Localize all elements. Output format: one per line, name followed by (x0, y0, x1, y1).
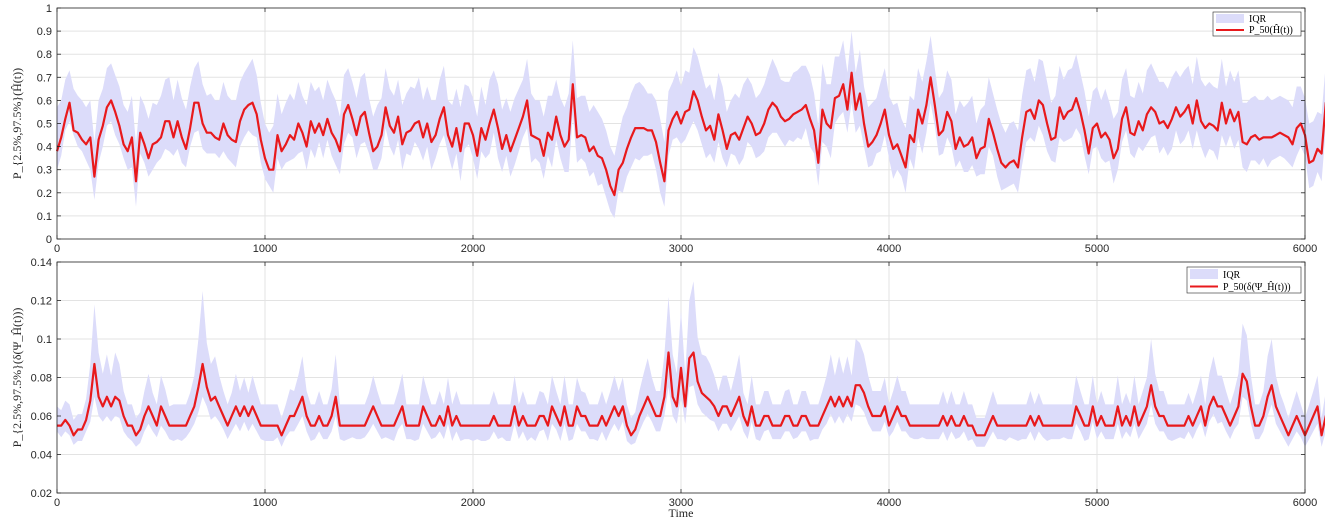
y-tick-label: 1 (46, 3, 52, 15)
x-tick-label: 2000 (461, 243, 485, 255)
y-tick-label: 0.06 (31, 411, 52, 423)
legend-label-iqr: IQR (1249, 14, 1267, 25)
y-tick-label: 0.7 (37, 72, 52, 84)
y-tick-label: 0.08 (31, 373, 52, 385)
y-tick-label: 0.3 (37, 165, 52, 177)
y-axis-label: P_{2.5%,97.5%}(δ(Ψ_Ĥ(t))) (10, 308, 24, 448)
x-tick-label: 4000 (877, 243, 901, 255)
y-tick-label: 0.2 (37, 188, 52, 200)
x-tick-label: 3000 (669, 497, 693, 509)
x-tick-label: 1000 (253, 497, 277, 509)
y-tick-label: 0.5 (37, 119, 52, 131)
y-tick-label: 0.14 (31, 257, 52, 269)
x-tick-label: 0 (54, 497, 60, 509)
median-line (57, 351, 1325, 437)
y-axis-label: P_{2.5%,97.5%}(Ĥ(t)) (10, 68, 24, 179)
x-tick-label: 6000 (1293, 497, 1317, 509)
x-tick-label: 2000 (461, 497, 485, 509)
iqr-band (57, 31, 1325, 219)
legend-label-median: P_50(Ĥ(t)) (1249, 24, 1293, 36)
x-tick-label: 6000 (1293, 243, 1317, 255)
chart-panel-2: 0 1000 2000 3000 4000 5000 6000 0.02 0.04 0.06 0.0… (10, 257, 1325, 519)
x-tick-label: 1000 (253, 243, 277, 255)
median-line (55, 71, 1325, 197)
y-tick-label: 0.02 (31, 488, 52, 500)
legend-label-iqr: IQR (1223, 270, 1241, 281)
y-tick-label: 0 (46, 234, 52, 246)
x-tick-label: 3000 (669, 243, 693, 255)
x-tick-label: 5000 (1085, 243, 1109, 255)
iqr-band (57, 281, 1325, 447)
y-tick-label: 0.4 (37, 142, 52, 154)
x-tick-label: 5000 (1085, 497, 1109, 509)
y-tick-label: 0.6 (37, 95, 52, 107)
y-tick-label: 0.04 (31, 450, 52, 462)
chart-panel-1: 0 1000 2000 3000 4000 5000 6000 0 0.1 0.2 0.3 0.4 0.… (10, 3, 1325, 255)
x-axis-label: Time (669, 506, 694, 519)
y-tick-label: 0.8 (37, 49, 52, 61)
y-tick-label: 0.12 (31, 296, 52, 308)
y-tick-label: 0.9 (37, 26, 52, 38)
y-tick-label: 0.1 (37, 334, 52, 346)
legend-swatch-iqr (1216, 14, 1244, 23)
legend-label-median: P_50(δ(Ψ_Ĥ(t))) (1223, 281, 1291, 293)
x-tick-label: 0 (54, 243, 60, 255)
legend-swatch-iqr (1190, 269, 1218, 279)
x-tick-label: 4000 (877, 497, 901, 509)
y-tick-label: 0.1 (37, 211, 52, 223)
